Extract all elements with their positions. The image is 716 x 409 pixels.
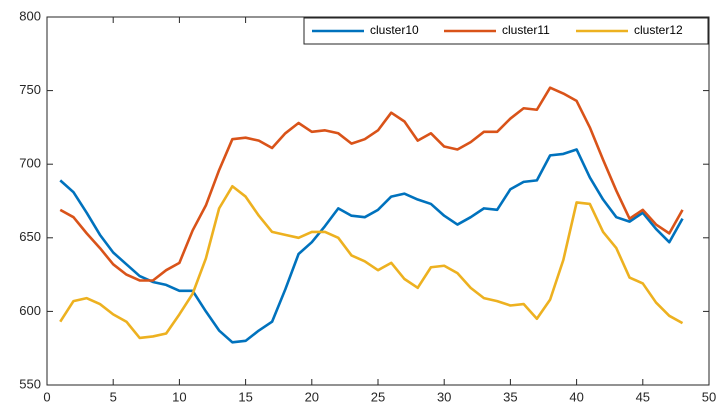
y-tick-label: 750 <box>19 82 41 97</box>
y-tick-label: 700 <box>19 156 41 171</box>
x-tick-label: 45 <box>636 389 650 404</box>
legend-label: cluster11 <box>502 23 550 37</box>
y-tick-label: 650 <box>19 229 41 244</box>
x-tick-label: 35 <box>503 389 517 404</box>
axes-box <box>46 16 710 386</box>
y-tick-label: 600 <box>19 303 41 318</box>
legend-label: cluster10 <box>370 23 419 37</box>
x-tick-label: 15 <box>238 389 252 404</box>
y-tick-label: 800 <box>19 8 41 23</box>
plot-area <box>47 17 709 385</box>
series-line <box>59 86 684 282</box>
legend-box <box>303 17 709 45</box>
x-tick-label: 0 <box>43 389 50 404</box>
series-line <box>59 148 684 344</box>
x-tick-label: 10 <box>172 389 186 404</box>
x-tick-label: 40 <box>569 389 583 404</box>
x-tick-label: 20 <box>305 389 319 404</box>
x-tick-label: 25 <box>371 389 385 404</box>
series-line <box>59 184 684 340</box>
x-tick-label: 5 <box>110 389 117 404</box>
x-tick-label: 30 <box>437 389 451 404</box>
legend-label: cluster12 <box>634 23 683 37</box>
x-tick-label: 50 <box>702 389 716 404</box>
legend: cluster10 cluster11 cluster12 <box>303 17 709 45</box>
y-tick-label: 550 <box>19 376 41 391</box>
